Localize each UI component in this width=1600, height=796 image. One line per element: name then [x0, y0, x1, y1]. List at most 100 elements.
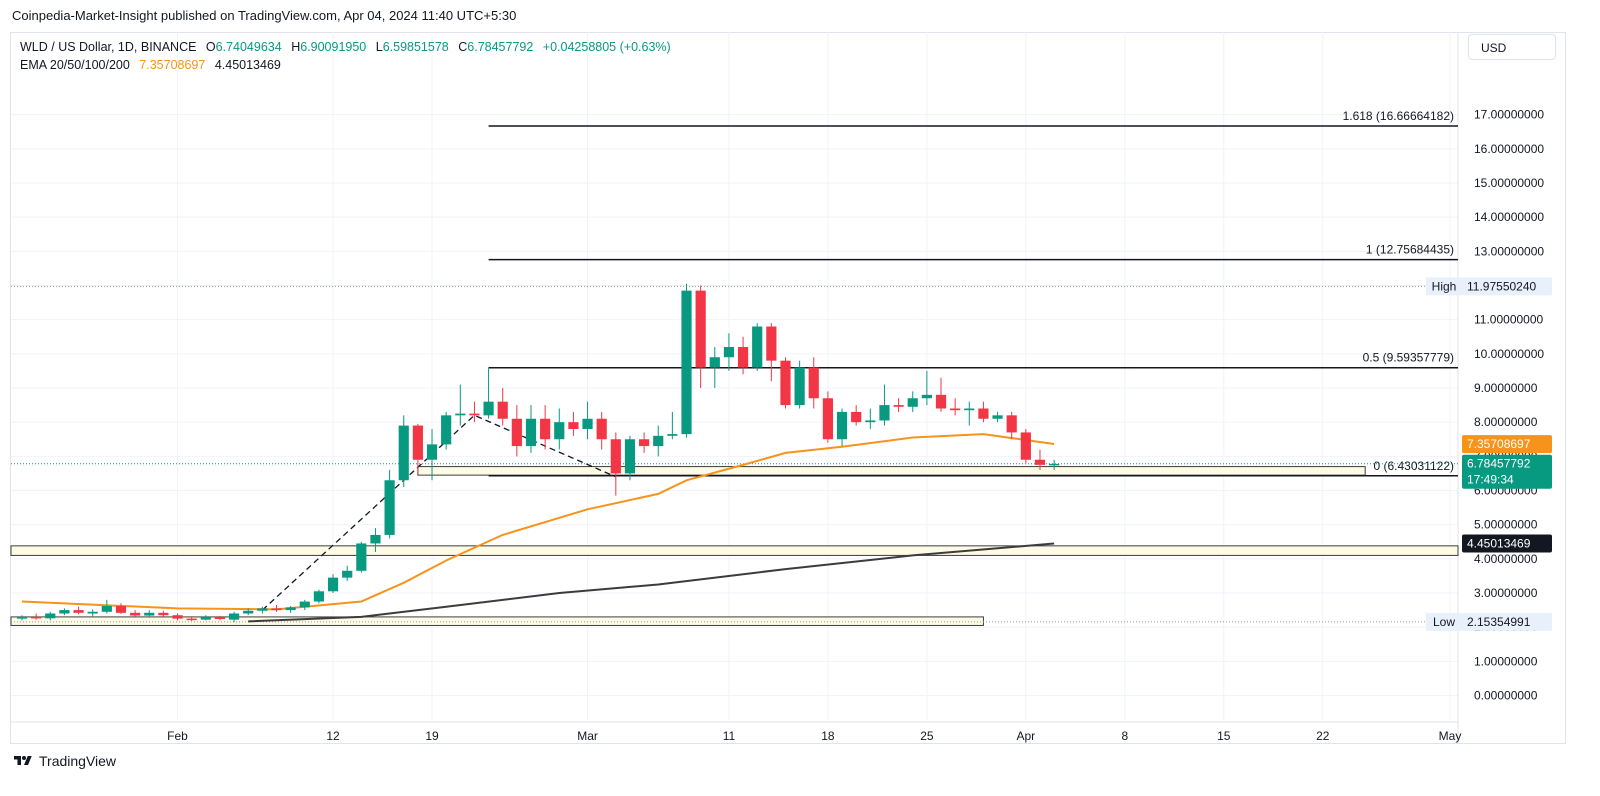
- y-tick-label: 3.00000000: [1474, 586, 1538, 600]
- candle-body: [667, 434, 678, 436]
- legend-close-value: 6.78457792: [467, 40, 534, 54]
- candle-body: [851, 411, 862, 423]
- y-tick-label: 4.00000000: [1474, 552, 1538, 566]
- currency-button[interactable]: USD: [1468, 34, 1556, 60]
- legend-ema-row: EMA 20/50/100/200 7.35708697 4.45013469: [20, 56, 677, 74]
- candle-body: [836, 411, 848, 440]
- candle-body: [313, 591, 325, 602]
- y-tick-label: 5.00000000: [1474, 518, 1538, 532]
- candle-body: [893, 405, 904, 407]
- candle-body: [568, 422, 579, 429]
- candle-body: [639, 439, 650, 447]
- candle-body: [921, 394, 932, 399]
- candle-body: [342, 570, 353, 578]
- candle-body: [737, 347, 749, 368]
- support-zone-mid: [10, 545, 1459, 556]
- candle-body: [511, 418, 522, 447]
- candle-body: [455, 413, 466, 416]
- y-tick-label: 9.00000000: [1474, 381, 1538, 395]
- candle-body: [200, 616, 211, 620]
- candle-body: [186, 618, 197, 621]
- last-price-tag-value: 6.78457792: [1467, 457, 1531, 471]
- y-tick-label: 11.00000000: [1474, 313, 1544, 327]
- candle-body: [426, 444, 438, 460]
- candle-body: [285, 607, 296, 611]
- candle-body: [412, 425, 423, 460]
- candle-body: [808, 367, 819, 399]
- x-tick-label: 11: [723, 729, 736, 743]
- y-tick-label: 16.00000000: [1474, 142, 1544, 156]
- fib-level-label: 1.618 (16.66664182): [1343, 109, 1454, 123]
- trend-line-dashed: [261, 414, 617, 611]
- candle-body: [384, 480, 395, 535]
- x-tick-label: Apr: [1016, 729, 1035, 743]
- candle-body: [497, 401, 508, 419]
- candle-body: [780, 360, 791, 406]
- legend-ohlc-row: WLD / US Dollar, 1D, BINANCE O6.74049634…: [20, 38, 677, 56]
- legend-open-label: O: [205, 40, 216, 54]
- fib-level-label: 1 (12.75684435): [1366, 243, 1454, 257]
- candle-body: [709, 357, 720, 368]
- legend-high: H6.90091950: [291, 40, 366, 54]
- fib-level-label: 0.5 (9.59357779): [1363, 351, 1454, 365]
- legend-open: O6.74049634: [206, 40, 282, 54]
- candle-body: [610, 439, 621, 474]
- candle-body: [271, 608, 282, 611]
- last-price-countdown: 17:49:34: [1467, 473, 1514, 487]
- legend-close: C6.78457792: [458, 40, 533, 54]
- candle-body: [370, 534, 381, 544]
- candle-body: [441, 415, 452, 445]
- y-tick-label: 14.00000000: [1474, 210, 1544, 224]
- y-tick-label: 15.00000000: [1474, 176, 1544, 190]
- ema-long-price-tag-bg: [1462, 534, 1552, 553]
- x-tick-label: Feb: [167, 729, 188, 743]
- candle-body: [681, 290, 692, 435]
- y-tick-label: 8.00000000: [1474, 415, 1538, 429]
- candle-body: [327, 577, 339, 592]
- candle-body: [398, 425, 409, 481]
- candle-body: [1049, 463, 1060, 466]
- chart-frame: [10, 32, 1566, 744]
- low-marker-label: Low: [1433, 615, 1455, 629]
- candle-body: [356, 543, 367, 571]
- x-tick-label: 8: [1121, 729, 1128, 743]
- candle-body: [978, 408, 989, 419]
- candle-body: [1006, 415, 1017, 433]
- legend-low-label: L: [375, 40, 383, 54]
- candle-body: [794, 367, 805, 406]
- candle-body: [214, 616, 226, 619]
- candle-body: [907, 398, 918, 407]
- y-tick-label: 17.00000000: [1474, 108, 1544, 122]
- candle-body: [1020, 432, 1031, 460]
- x-tick-label: May: [1439, 729, 1462, 743]
- candle-body: [1034, 459, 1046, 465]
- candle-body: [172, 615, 183, 619]
- y-tick-label: 10.00000000: [1474, 347, 1544, 361]
- candle-body: [935, 394, 947, 409]
- candle-body: [540, 418, 551, 440]
- candle-body: [950, 408, 961, 411]
- legend-ema-value-1: 7.35708697: [139, 58, 206, 72]
- candle-body: [865, 420, 876, 423]
- tradingview-footer[interactable]: TradingView: [12, 750, 116, 772]
- candle-body: [243, 610, 254, 614]
- candle-body: [992, 415, 1003, 419]
- ema-long-price-tag-text: 4.45013469: [1467, 536, 1531, 550]
- fib-level-label: 0 (6.43031122): [1373, 459, 1454, 473]
- publish-header-text: Coinpedia-Market-Insight published on Tr…: [12, 8, 517, 23]
- tradingview-brand: TradingView: [39, 753, 117, 769]
- last-price-tag-bg: [1462, 454, 1552, 489]
- candle-body: [45, 613, 56, 619]
- candle-body: [766, 326, 777, 361]
- candle-body: [695, 290, 706, 368]
- chart-legend: WLD / US Dollar, 1D, BINANCE O6.74049634…: [20, 38, 677, 74]
- legend-low: L6.59851578: [376, 40, 449, 54]
- candle-body: [87, 611, 98, 614]
- candle-body: [822, 398, 833, 440]
- candle-body: [582, 418, 593, 429]
- high-marker-value-text: 11.97550240: [1467, 279, 1537, 293]
- y-tick-label: 13.00000000: [1474, 244, 1544, 258]
- x-tick-label: 19: [425, 729, 439, 743]
- candle-body: [158, 612, 169, 616]
